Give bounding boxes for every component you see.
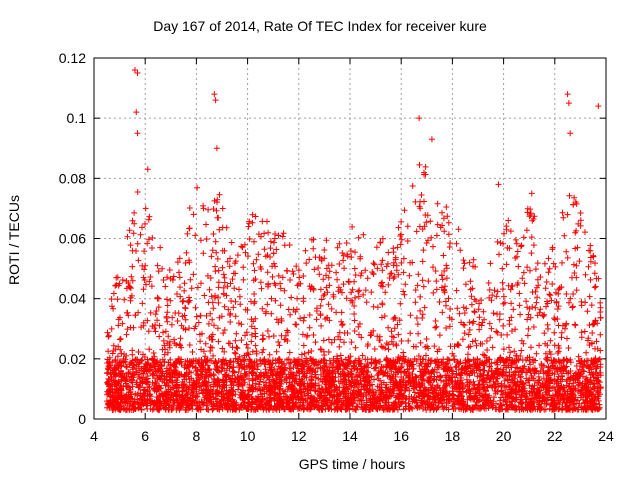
plot-frame (93, 57, 607, 420)
x-tick-label: 4 (90, 428, 98, 444)
outlier-point (213, 145, 220, 152)
x-tick-label: 8 (193, 428, 201, 444)
outlier-point (567, 130, 574, 137)
y-tick-label: 0 (78, 411, 86, 427)
chart-title: Day 167 of 2014, Rate Of TEC Index for r… (153, 18, 487, 34)
x-tick-label: 12 (291, 428, 307, 444)
y-tick-label: 0.06 (59, 231, 86, 247)
outlier-point (428, 136, 435, 143)
y-tick-label: 0.04 (59, 291, 86, 307)
outlier-point (134, 70, 141, 77)
y-axis-label: ROTI / TECUs (6, 195, 22, 285)
axis-ticks: 4 6 8 10 12 14 16 18 20 22 24 0 0.02 0.04 0.06 0.08 0.1 0… (59, 50, 614, 444)
x-tick-label: 22 (547, 428, 563, 444)
outlier-point (212, 97, 219, 104)
outlier-point (595, 103, 602, 110)
data-points (103, 67, 604, 413)
outlier-point (565, 100, 572, 107)
scatter-markers (103, 161, 604, 413)
x-tick-label: 18 (445, 428, 461, 444)
outlier-point (131, 67, 138, 74)
outlier-point (416, 115, 423, 122)
outlier-point (134, 130, 141, 137)
x-tick-label: 20 (496, 428, 512, 444)
y-tick-label: 0.1 (67, 110, 87, 126)
y-tick-label: 0.02 (59, 351, 86, 367)
x-tick-label: 16 (393, 428, 409, 444)
grid-lines (94, 58, 606, 419)
x-tick-label: 10 (240, 428, 256, 444)
x-axis-label: GPS time / hours (298, 456, 406, 472)
x-tick-label: 24 (598, 428, 614, 444)
outlier-point (495, 181, 502, 188)
outlier-point (211, 91, 218, 98)
y-tick-label: 0.12 (59, 50, 86, 66)
outlier-point (528, 190, 535, 197)
x-tick-label: 6 (141, 428, 149, 444)
outlier-point (133, 109, 140, 116)
outlier-point (564, 91, 571, 98)
outlier-point (144, 166, 151, 173)
y-tick-label: 0.08 (59, 170, 86, 186)
x-tick-label: 14 (342, 428, 358, 444)
